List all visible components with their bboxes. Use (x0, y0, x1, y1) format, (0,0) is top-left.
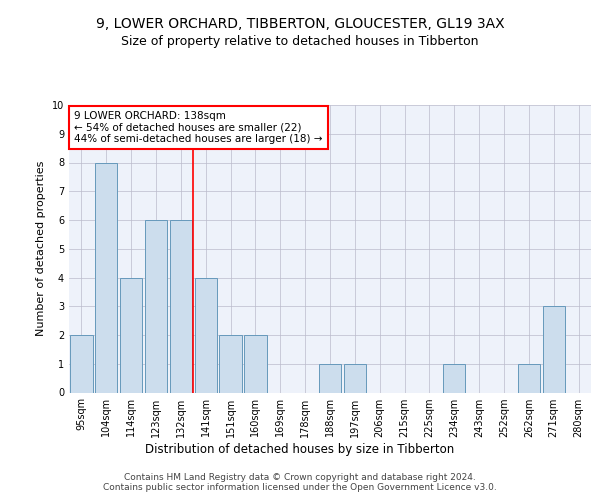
Bar (170, 220, 192, 392)
Text: 9 LOWER ORCHARD: 138sqm
← 54% of detached houses are smaller (22)
44% of semi-de: 9 LOWER ORCHARD: 138sqm ← 54% of detache… (74, 111, 323, 144)
Bar (70, 335, 92, 392)
Y-axis label: Number of detached properties: Number of detached properties (37, 161, 46, 336)
Bar (145, 220, 167, 392)
Bar (443, 364, 466, 392)
Bar (319, 364, 341, 392)
Bar (220, 335, 242, 392)
Text: Size of property relative to detached houses in Tibberton: Size of property relative to detached ho… (121, 35, 479, 48)
Bar (120, 278, 142, 392)
Bar (194, 278, 217, 392)
Bar (518, 364, 540, 392)
Bar (244, 335, 266, 392)
Text: Distribution of detached houses by size in Tibberton: Distribution of detached houses by size … (145, 442, 455, 456)
Bar (344, 364, 366, 392)
Bar (95, 162, 118, 392)
Bar (542, 306, 565, 392)
Text: Contains HM Land Registry data © Crown copyright and database right 2024.
Contai: Contains HM Land Registry data © Crown c… (103, 472, 497, 492)
Text: 9, LOWER ORCHARD, TIBBERTON, GLOUCESTER, GL19 3AX: 9, LOWER ORCHARD, TIBBERTON, GLOUCESTER,… (95, 18, 505, 32)
